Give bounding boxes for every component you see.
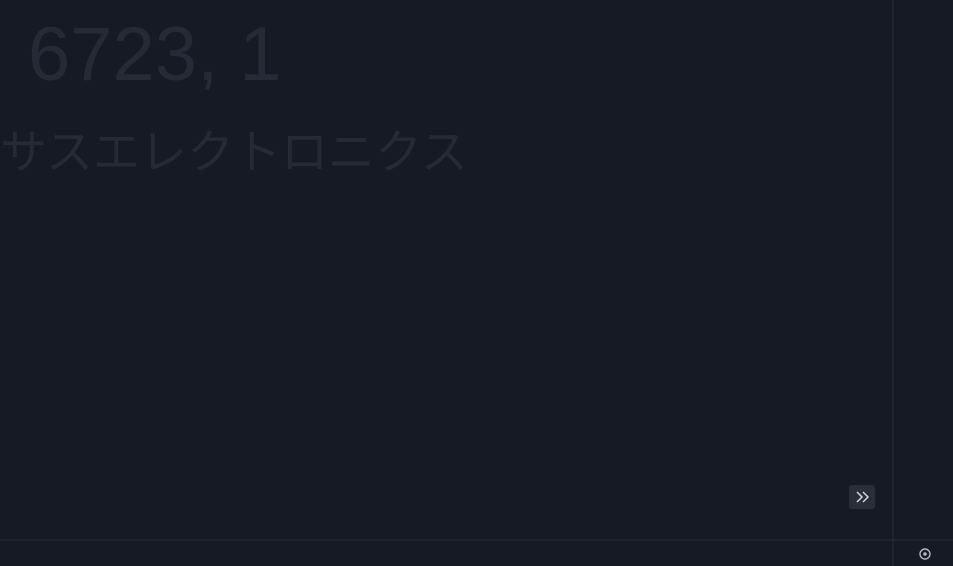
- settings-button[interactable]: [919, 548, 931, 560]
- watermark-name: サスエレクトロニクス: [0, 125, 468, 178]
- watermark-symbol: 6723, 1: [28, 12, 282, 97]
- scroll-button[interactable]: [849, 485, 875, 509]
